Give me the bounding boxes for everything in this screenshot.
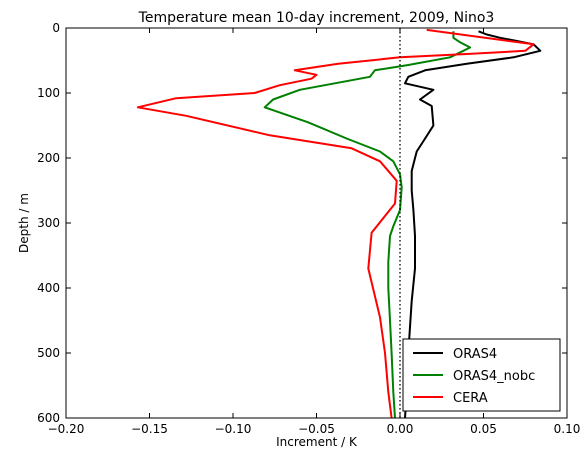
- legend-label: ORAS4_nobc: [453, 369, 535, 384]
- x-tick-label: −0.10: [215, 422, 252, 436]
- y-tick-label: 100: [37, 86, 60, 100]
- legend-label: CERA: [453, 391, 488, 406]
- x-tick-label: −0.15: [131, 422, 168, 436]
- legend-label: ORAS4: [453, 347, 497, 362]
- y-tick-label: 0: [52, 21, 60, 35]
- x-tick-label: 0.00: [387, 422, 414, 436]
- y-axis-title: Depth / m: [17, 193, 31, 253]
- x-axis-title: Increment / K: [276, 435, 358, 449]
- legend: ORAS4 ORAS4_nobc CERA: [402, 338, 561, 412]
- x-tick-label: −0.05: [298, 422, 335, 436]
- y-tick-label: 300: [37, 216, 60, 230]
- series-line-oras4-nobc: [263, 31, 472, 419]
- y-tick-label: 500: [37, 346, 60, 360]
- y-tick-label: 200: [37, 151, 60, 165]
- x-tick-label: 0.05: [470, 422, 497, 436]
- x-tick-label: 0.10: [554, 422, 581, 436]
- chart-title: Temperature mean 10-day increment, 2009,…: [138, 10, 495, 26]
- series-line-oras4: [404, 30, 542, 419]
- ticks-layer: −0.20 −0.15 −0.10 −0.05 0.00 0.05 0.10 0 100 200 3…: [37, 21, 580, 436]
- y-tick-label: 600: [37, 411, 60, 425]
- x-tick-label: −0.20: [48, 422, 85, 436]
- y-tick-label: 400: [37, 281, 60, 295]
